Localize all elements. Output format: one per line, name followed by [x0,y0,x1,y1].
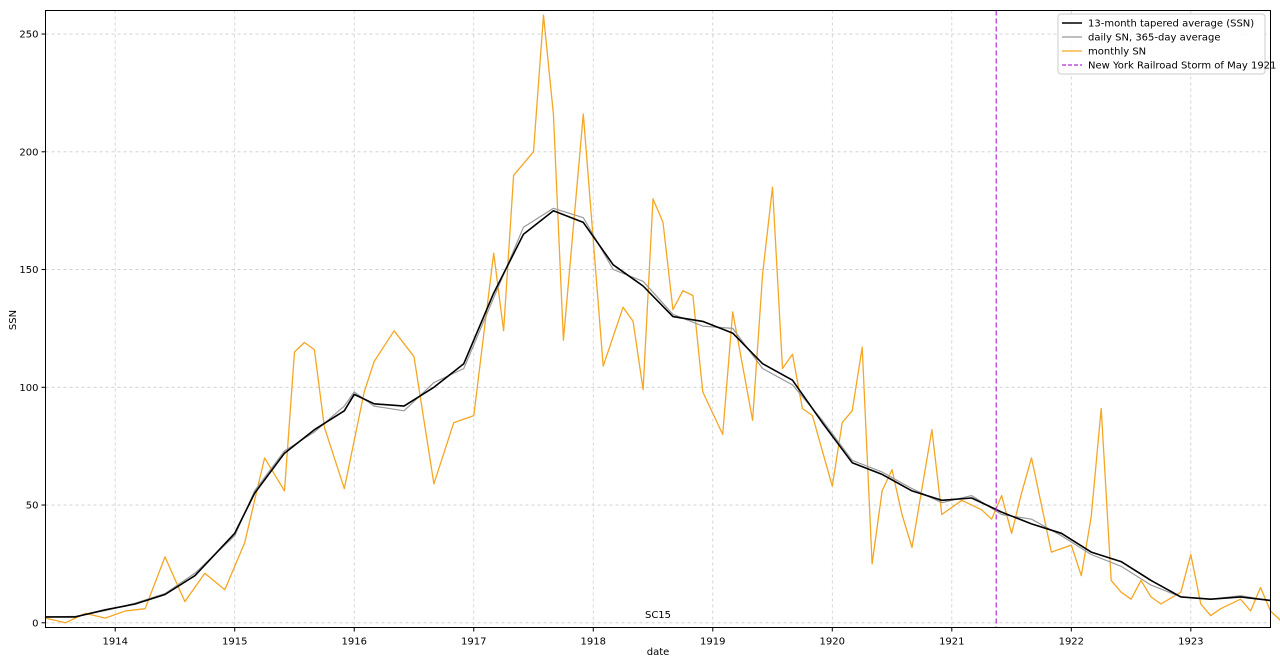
x-tick-label: 1923 [1178,637,1203,648]
legend-box [1057,13,1266,75]
x-tick-label: 1916 [342,637,367,648]
cycle-annotation: SC15 [645,610,671,621]
x-tick-label: 1922 [1059,637,1084,648]
legend-label-daily: daily SN, 365-day average [1088,33,1221,44]
x-tick-label: 1914 [102,637,127,648]
legend-label-smoothed: 13-month tapered average (SSN) [1088,19,1254,30]
x-axis-title: date [647,647,670,658]
series-layer [45,10,1280,628]
x-tick-label: 1921 [939,637,964,648]
x-tick-label: 1917 [461,637,486,648]
y-tick-label: 0 [32,618,38,629]
y-tick-label: 150 [19,265,38,276]
x-tick-label: 1915 [222,637,247,648]
series-line-smoothed [45,209,1271,618]
x-tick-label: 1919 [700,637,725,648]
plot-area [45,10,1271,628]
y-tick-label: 250 [19,30,38,41]
legend-label-event: New York Railroad Storm of May 1921 [1088,61,1276,72]
y-tick-label: 100 [19,383,38,394]
legend-label-monthly: monthly SN [1088,47,1146,58]
y-tick-label: 200 [19,147,38,158]
x-axis: 1914 1915 1916 1917 1918 1919 1920 1921 1922 1923 [102,627,1204,648]
legend: 13-month tapered average (SSN) daily SN,… [1057,13,1276,75]
plot-frame [45,10,1271,628]
x-tick-label: 1918 [581,637,606,648]
series-line-monthly [45,14,1280,624]
y-tick-label: 50 [26,501,39,512]
series-line-daily [45,207,1271,618]
x-tick-label: 1920 [820,637,845,648]
y-axis-title: SSN [8,310,19,330]
y-axis: 0 50 100 150 200 250 [19,30,46,629]
